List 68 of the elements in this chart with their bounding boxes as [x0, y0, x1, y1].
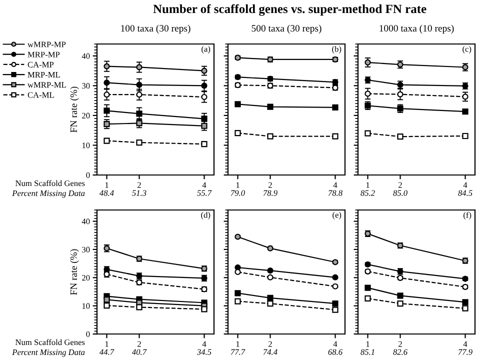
- x-tick-label: 4: [202, 341, 206, 347]
- x-axis-title: Num Scaffold Genes: [15, 339, 85, 346]
- x-tick-label: 2: [398, 182, 402, 188]
- x-tick-label: 2: [138, 182, 141, 188]
- y-axis-title: FN rate (%): [70, 249, 79, 295]
- x-tick-label: 4: [333, 182, 338, 188]
- y-tick-label: 30: [82, 246, 90, 252]
- text: 34.5: [196, 349, 212, 355]
- x2-axis-title: Percent Missing Data: [12, 349, 85, 357]
- text: 48.4: [99, 190, 114, 196]
- annotation: (a): [202, 46, 210, 54]
- legend-label: MRP-MP: [28, 52, 60, 58]
- y-tick-label: 30: [82, 83, 90, 89]
- x-tick-label: 4: [463, 341, 468, 347]
- text: 40.7: [132, 349, 147, 355]
- annotation: (f): [464, 212, 472, 220]
- annotation: (d): [201, 212, 210, 220]
- text: 85.2: [360, 190, 375, 196]
- y-tick-label: 0: [86, 331, 90, 337]
- chart-subtitle: 500 taxa (30 reps): [252, 24, 322, 34]
- x-tick-label: 2: [138, 341, 141, 347]
- x-axis-title: Num Scaffold Genes: [15, 180, 85, 186]
- text: 51.3: [132, 190, 146, 196]
- x-tick-label: 1: [236, 341, 240, 347]
- text: 78.8: [328, 190, 342, 196]
- text: 79.0: [230, 190, 245, 196]
- text: 85.1: [360, 349, 374, 355]
- x-tick-label: 4: [333, 341, 338, 347]
- text: 85.0: [393, 190, 408, 196]
- annotation: (c): [462, 46, 472, 54]
- x-tick-label: 4: [463, 182, 468, 188]
- annotation: (e): [332, 212, 342, 220]
- legend-label: CA-ML: [28, 92, 54, 98]
- text: 84.5: [458, 190, 472, 196]
- text: 78.9: [263, 190, 278, 196]
- x-tick-label: 1: [366, 182, 370, 188]
- chart-subtitle: 1000 taxa (10 reps): [380, 24, 454, 34]
- text: 68.6: [328, 349, 342, 355]
- legend-label: MRP-ML: [28, 72, 60, 78]
- x-tick-label: 2: [268, 341, 272, 347]
- text: 44.7: [99, 349, 114, 355]
- x-tick-label: 2: [398, 341, 402, 347]
- text: 82.6: [393, 349, 408, 355]
- legend-label: wMRP-MP: [28, 42, 66, 48]
- x-tick-label: 1: [105, 182, 108, 188]
- y-axis-title: FN rate (%): [70, 86, 79, 132]
- y-tick-label: 40: [82, 218, 90, 224]
- legend-label: wMRP-ML: [28, 82, 66, 88]
- x2-axis-title: Percent Missing Data: [12, 190, 85, 198]
- y-tick-label: 40: [82, 53, 90, 59]
- x-tick-label: 1: [366, 341, 370, 347]
- annotation: (b): [332, 46, 342, 54]
- text: 77.7: [230, 349, 246, 355]
- y-tick-label: 20: [82, 274, 90, 281]
- chart-subtitle: 100 taxa (30 reps): [121, 24, 190, 34]
- y-tick-label: 10: [82, 142, 90, 148]
- x-tick-label: 4: [202, 182, 206, 188]
- y-tick-label: 10: [82, 303, 90, 309]
- x-tick-label: 1: [105, 341, 108, 347]
- y-tick-label: 0: [86, 172, 90, 178]
- text: 55.7: [197, 190, 212, 196]
- text: 77.9: [458, 349, 472, 355]
- x-tick-label: 1: [236, 182, 240, 188]
- y-tick-label: 20: [82, 112, 90, 118]
- x-tick-label: 2: [268, 182, 272, 188]
- legend-label: CA-MP: [28, 62, 54, 68]
- text: 74.4: [263, 349, 278, 355]
- text: Number of scaffold genes vs. super-method FN rate: [153, 4, 426, 16]
